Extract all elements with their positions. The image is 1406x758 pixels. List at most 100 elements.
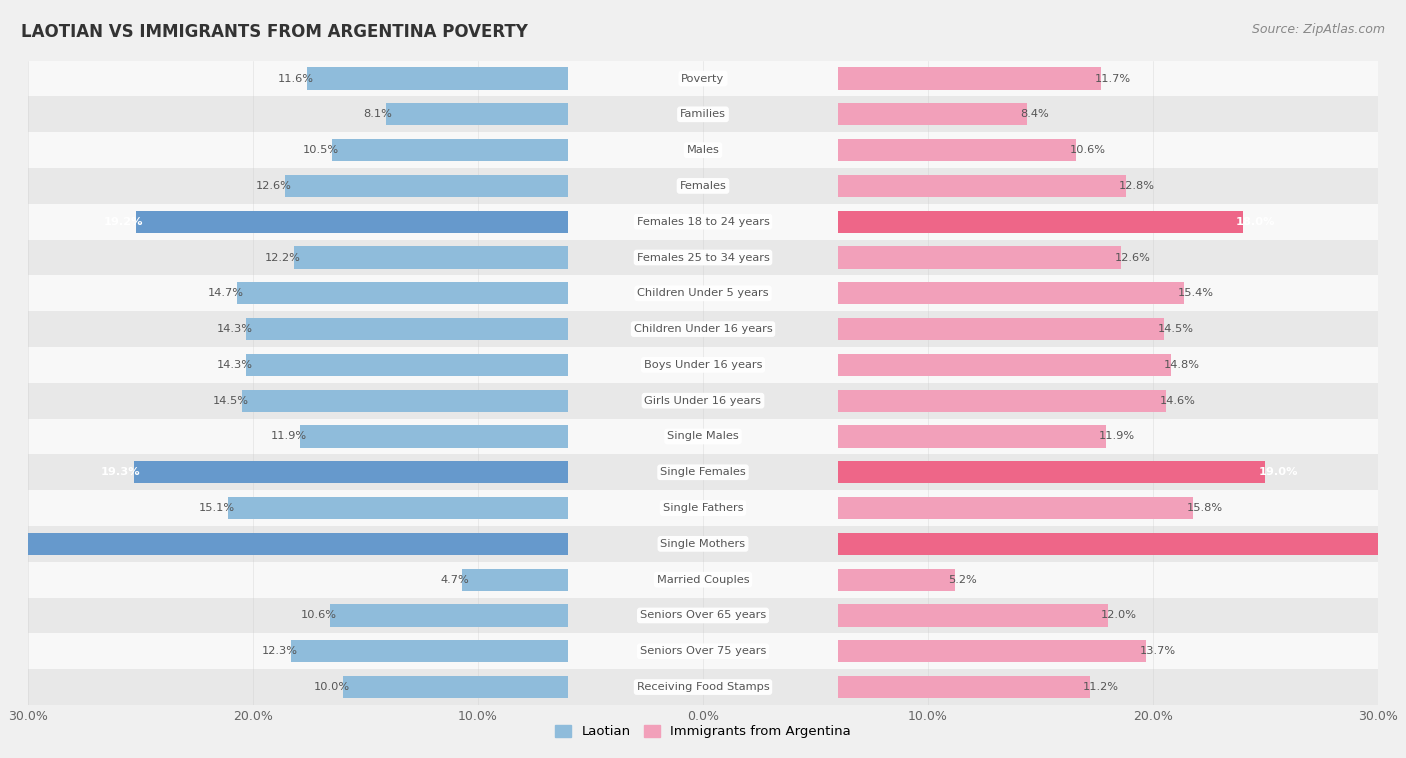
Bar — [294, 246, 568, 268]
Bar — [28, 132, 1378, 168]
Bar — [838, 67, 1101, 89]
Text: 19.2%: 19.2% — [104, 217, 143, 227]
Bar — [838, 604, 1108, 627]
Text: 10.5%: 10.5% — [302, 145, 339, 155]
Bar — [246, 318, 568, 340]
Text: Families: Families — [681, 109, 725, 119]
Bar — [28, 275, 1378, 312]
Bar — [28, 61, 1378, 96]
Text: 8.4%: 8.4% — [1021, 109, 1049, 119]
Text: Children Under 16 years: Children Under 16 years — [634, 324, 772, 334]
Bar — [28, 597, 1378, 634]
Bar — [28, 418, 1378, 454]
Text: 18.0%: 18.0% — [1236, 217, 1275, 227]
Bar — [838, 641, 1146, 662]
Bar — [28, 383, 1378, 418]
Bar — [28, 669, 1378, 705]
Legend: Laotian, Immigrants from Argentina: Laotian, Immigrants from Argentina — [550, 719, 856, 744]
Text: Single Males: Single Males — [666, 431, 740, 441]
Bar — [28, 454, 1378, 490]
Bar — [28, 168, 1378, 204]
Text: 14.6%: 14.6% — [1160, 396, 1195, 406]
Text: 4.7%: 4.7% — [440, 575, 470, 584]
Bar — [838, 461, 1265, 484]
Text: 12.2%: 12.2% — [264, 252, 301, 262]
Bar — [28, 96, 1378, 132]
Text: Single Fathers: Single Fathers — [662, 503, 744, 513]
Bar — [228, 497, 568, 519]
Text: 10.6%: 10.6% — [1070, 145, 1105, 155]
Bar — [838, 318, 1164, 340]
Text: Receiving Food Stamps: Receiving Food Stamps — [637, 682, 769, 692]
Text: 11.9%: 11.9% — [271, 431, 307, 441]
Text: 19.3%: 19.3% — [101, 467, 141, 478]
Text: 11.6%: 11.6% — [278, 74, 314, 83]
Bar — [838, 533, 1406, 555]
Bar — [463, 568, 568, 590]
Text: 19.0%: 19.0% — [1258, 467, 1298, 478]
Text: 12.6%: 12.6% — [1115, 252, 1150, 262]
Bar — [246, 354, 568, 376]
Bar — [291, 641, 568, 662]
Bar — [838, 354, 1171, 376]
Bar — [838, 425, 1105, 447]
Bar — [238, 282, 568, 305]
Text: 14.5%: 14.5% — [212, 396, 249, 406]
Bar — [838, 211, 1243, 233]
Text: Girls Under 16 years: Girls Under 16 years — [644, 396, 762, 406]
Bar — [385, 103, 568, 125]
Text: Females 25 to 34 years: Females 25 to 34 years — [637, 252, 769, 262]
Bar — [838, 103, 1026, 125]
Text: 14.7%: 14.7% — [208, 288, 245, 299]
Text: Single Mothers: Single Mothers — [661, 539, 745, 549]
Text: 14.8%: 14.8% — [1164, 360, 1201, 370]
Text: Source: ZipAtlas.com: Source: ZipAtlas.com — [1251, 23, 1385, 36]
Text: Females: Females — [679, 181, 727, 191]
Text: 8.1%: 8.1% — [364, 109, 392, 119]
Text: 14.3%: 14.3% — [217, 324, 253, 334]
Text: 12.0%: 12.0% — [1101, 610, 1137, 621]
Text: 12.8%: 12.8% — [1119, 181, 1156, 191]
Text: 5.2%: 5.2% — [948, 575, 977, 584]
Bar — [284, 175, 568, 197]
Bar — [136, 211, 568, 233]
Bar — [838, 246, 1122, 268]
Bar — [28, 562, 1378, 597]
Bar — [28, 204, 1378, 240]
Text: Married Couples: Married Couples — [657, 575, 749, 584]
Bar — [329, 604, 568, 627]
Bar — [242, 390, 568, 412]
Bar — [838, 282, 1184, 305]
Text: 12.6%: 12.6% — [256, 181, 291, 191]
Text: Poverty: Poverty — [682, 74, 724, 83]
Bar — [28, 634, 1378, 669]
Text: 13.7%: 13.7% — [1139, 647, 1175, 656]
Bar — [838, 497, 1194, 519]
Text: 14.5%: 14.5% — [1157, 324, 1194, 334]
Text: 15.8%: 15.8% — [1187, 503, 1223, 513]
Text: 11.9%: 11.9% — [1099, 431, 1135, 441]
Text: Seniors Over 65 years: Seniors Over 65 years — [640, 610, 766, 621]
Text: 11.7%: 11.7% — [1094, 74, 1130, 83]
Bar — [28, 347, 1378, 383]
Text: 11.2%: 11.2% — [1083, 682, 1119, 692]
Bar — [28, 240, 1378, 275]
Text: 14.3%: 14.3% — [217, 360, 253, 370]
Text: Females 18 to 24 years: Females 18 to 24 years — [637, 217, 769, 227]
Bar — [838, 568, 955, 590]
Bar — [28, 526, 1378, 562]
Bar — [343, 676, 568, 698]
Bar — [838, 676, 1090, 698]
Bar — [28, 312, 1378, 347]
Bar — [28, 490, 1378, 526]
Bar — [0, 533, 568, 555]
Text: 15.4%: 15.4% — [1178, 288, 1213, 299]
Bar — [838, 139, 1077, 161]
Text: Boys Under 16 years: Boys Under 16 years — [644, 360, 762, 370]
Text: 15.1%: 15.1% — [200, 503, 235, 513]
Text: LAOTIAN VS IMMIGRANTS FROM ARGENTINA POVERTY: LAOTIAN VS IMMIGRANTS FROM ARGENTINA POV… — [21, 23, 529, 41]
Text: Males: Males — [686, 145, 720, 155]
Bar — [332, 139, 568, 161]
Text: 12.3%: 12.3% — [262, 647, 298, 656]
Text: 10.6%: 10.6% — [301, 610, 336, 621]
